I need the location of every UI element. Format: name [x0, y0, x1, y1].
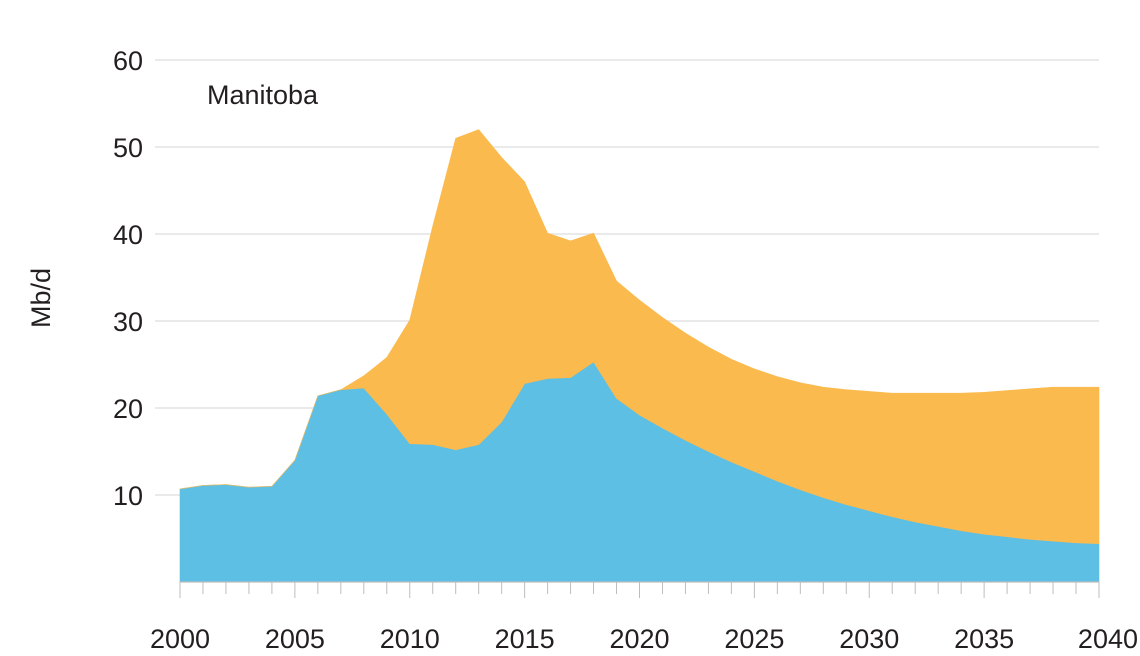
area-series-2: [179, 129, 1100, 545]
x-tick-label-2005: 2005: [265, 624, 325, 654]
x-tick-label-2040: 2040: [1078, 624, 1138, 654]
y-tick-label-60: 60: [113, 46, 143, 76]
x-axis: [179, 581, 1100, 598]
area-series: [179, 129, 1100, 583]
x-tick-label-2030: 2030: [839, 624, 899, 654]
x-axis-tick-labels: 2000 2005 2010 2015 2020 2025 2030 2035 2040: [150, 624, 1138, 654]
x-tick-label-2025: 2025: [724, 624, 784, 654]
y-tick-label-30: 30: [113, 307, 143, 337]
x-tick-label-2015: 2015: [495, 624, 555, 654]
y-tick-label-10: 10: [113, 481, 143, 511]
x-tick-label-2000: 2000: [150, 624, 210, 654]
region-annotation: Manitoba: [207, 80, 319, 110]
y-tick-label-20: 20: [113, 394, 143, 424]
x-tick-label-2020: 2020: [609, 624, 669, 654]
y-tick-label-40: 40: [113, 220, 143, 250]
y-tick-label-50: 50: [113, 133, 143, 163]
x-tick-label-2035: 2035: [954, 624, 1014, 654]
x-tick-label-2010: 2010: [380, 624, 440, 654]
y-axis-label: Mb/d: [26, 268, 56, 328]
y-axis-tick-labels: 10 20 30 40 50 60: [113, 46, 143, 511]
